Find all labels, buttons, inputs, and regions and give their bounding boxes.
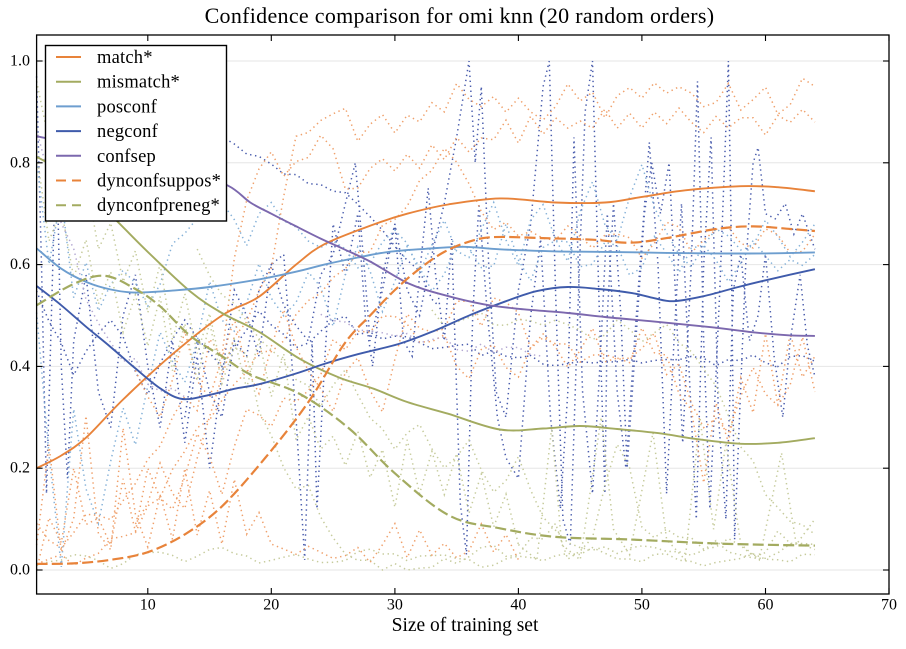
svg-text:mismatch*: mismatch* [97,73,180,93]
svg-text:0.6: 0.6 [10,256,30,273]
svg-text:confsep: confsep [97,147,156,167]
svg-text:10: 10 [140,597,156,614]
svg-text:60: 60 [758,597,774,614]
svg-text:40: 40 [510,597,526,614]
svg-text:30: 30 [387,597,403,614]
svg-text:50: 50 [634,597,650,614]
svg-text:0.8: 0.8 [10,154,30,171]
svg-text:0.4: 0.4 [10,358,30,375]
svg-text:match*: match* [97,48,153,68]
svg-text:negconf: negconf [97,122,159,142]
svg-text:20: 20 [263,597,279,614]
svg-text:0.0: 0.0 [10,562,30,579]
svg-text:1.0: 1.0 [10,53,30,70]
svg-text:Confidence comparison for omi: Confidence comparison for omi knn (20 ra… [205,3,715,28]
svg-text:70: 70 [881,597,897,614]
svg-text:Size of training set: Size of training set [392,615,539,636]
svg-text:0.2: 0.2 [10,460,30,477]
svg-text:dynconfsuppos*: dynconfsuppos* [97,172,221,192]
svg-text:dynconfpreneg*: dynconfpreneg* [97,196,220,216]
svg-text:posconf: posconf [97,97,158,117]
